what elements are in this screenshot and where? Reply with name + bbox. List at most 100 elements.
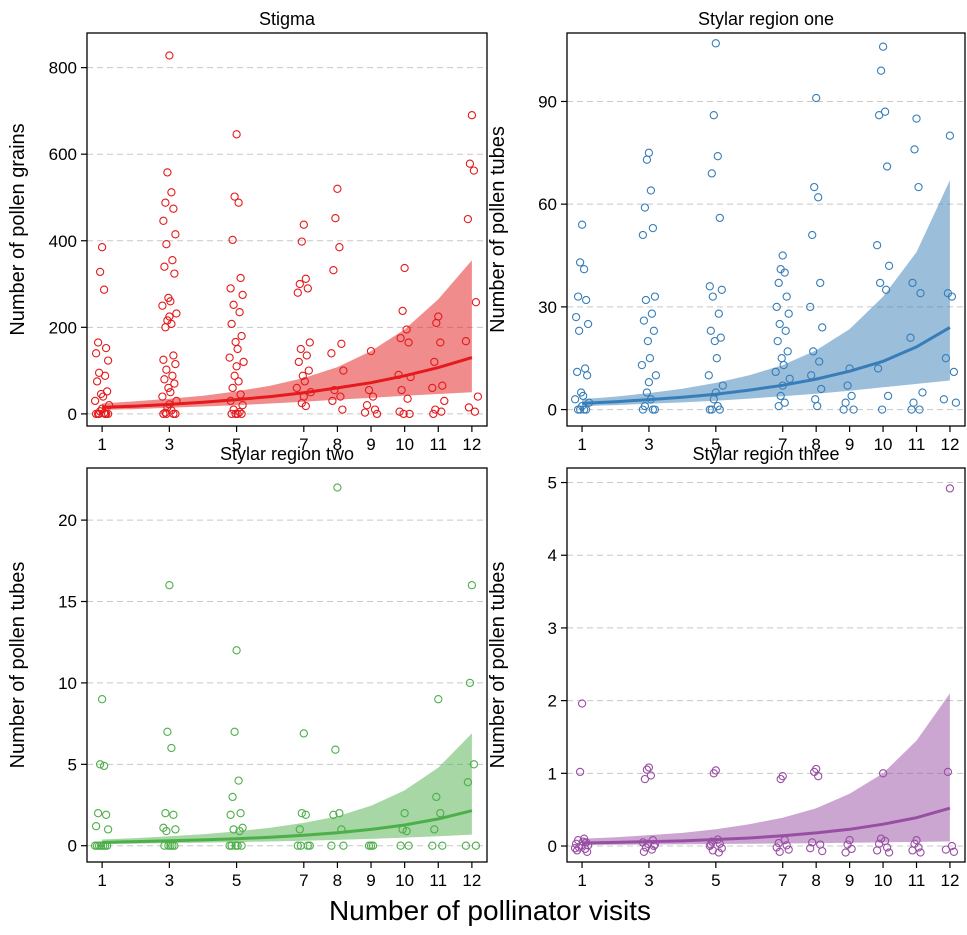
y-tick-label: 800: [49, 59, 77, 78]
data-point: [575, 767, 585, 777]
data-point: [780, 398, 789, 407]
data-point: [872, 241, 882, 250]
data-point: [578, 391, 588, 401]
data-point: [648, 223, 658, 233]
data-point: [782, 841, 791, 850]
y-axis-label: Number of pollen grains: [7, 123, 29, 335]
data-point: [404, 338, 413, 347]
data-point: [159, 216, 168, 225]
data-point: [161, 408, 170, 417]
data-point: [169, 810, 178, 819]
confidence-band: [102, 260, 472, 410]
y-tick-label: 90: [538, 92, 557, 111]
data-point: [436, 809, 445, 818]
data-point: [234, 377, 243, 386]
data-point: [808, 230, 817, 240]
data-point: [776, 391, 785, 401]
data-point: [293, 288, 302, 297]
data-point: [164, 383, 173, 393]
data-point: [101, 343, 111, 353]
data-point: [96, 389, 106, 399]
data-point: [847, 391, 856, 401]
plot-frame: [86, 467, 488, 863]
data-point: [228, 235, 237, 245]
data-point: [169, 204, 178, 213]
data-point: [430, 357, 439, 367]
fit-line: [102, 356, 473, 409]
data-point: [303, 284, 312, 293]
data-point: [432, 792, 441, 802]
data-point: [166, 297, 175, 306]
panel-title: Stylar region one: [698, 9, 834, 29]
x-tick-label: 8: [811, 435, 820, 454]
data-point: [463, 778, 473, 787]
data-point: [93, 809, 103, 818]
x-tick-label: 9: [845, 435, 854, 454]
data-point: [404, 841, 413, 850]
x-tick-label: 1: [97, 435, 106, 454]
data-point: [368, 841, 378, 850]
x-tick-label: 5: [232, 435, 241, 454]
x-tick-label: 10: [874, 435, 893, 454]
data-point: [650, 405, 660, 414]
x-tick-label: 1: [577, 435, 586, 454]
data-point: [649, 326, 659, 335]
y-axis-label: Number of pollen tubes: [487, 126, 509, 333]
data-point: [225, 353, 234, 362]
data-point: [168, 256, 177, 265]
data-point: [238, 401, 247, 410]
y-tick-label: 1: [548, 764, 557, 783]
confidence-band: [582, 693, 950, 845]
data-point: [232, 362, 241, 371]
data-point: [233, 409, 242, 419]
data-point: [162, 409, 171, 419]
data-point: [880, 107, 890, 116]
data-point: [717, 844, 726, 853]
data-point: [171, 409, 180, 419]
x-tick-label: 5: [711, 435, 720, 454]
data-point: [99, 285, 109, 294]
data-point: [90, 396, 100, 406]
data-point: [104, 401, 114, 410]
y-tick-label: 4: [548, 546, 557, 565]
data-point: [709, 769, 718, 778]
data-point: [299, 729, 308, 738]
data-point: [168, 371, 177, 380]
data-point: [397, 385, 406, 395]
data-point: [405, 409, 414, 419]
data-point: [160, 262, 169, 271]
data-point: [651, 371, 661, 380]
data-point: [876, 66, 886, 75]
data-point: [302, 351, 311, 360]
data-point: [229, 825, 238, 834]
data-point: [368, 392, 378, 401]
data-point: [916, 289, 925, 298]
data-point: [230, 192, 239, 201]
data-point: [170, 379, 179, 388]
data-point: [103, 825, 113, 834]
data-point: [238, 290, 247, 300]
data-point: [226, 810, 235, 819]
data-point: [806, 302, 815, 312]
data-point: [301, 810, 310, 819]
data-point: [647, 309, 657, 318]
data-point: [643, 336, 653, 346]
y-tick-label: 5: [68, 755, 77, 774]
data-point: [873, 364, 883, 373]
data-point: [171, 825, 180, 834]
data-point: [650, 292, 660, 301]
data-point: [366, 346, 376, 356]
data-point: [99, 761, 109, 771]
fit-line: [102, 809, 473, 844]
data-point: [644, 148, 654, 157]
data-point: [461, 841, 471, 850]
data-point: [774, 278, 783, 288]
data-point: [949, 367, 959, 377]
data-point: [715, 405, 724, 414]
data-point: [637, 360, 647, 370]
data-point: [810, 182, 819, 192]
data-point: [469, 166, 479, 175]
data-point: [239, 357, 248, 367]
x-tick-label: 11: [429, 871, 447, 890]
data-point: [775, 319, 784, 329]
